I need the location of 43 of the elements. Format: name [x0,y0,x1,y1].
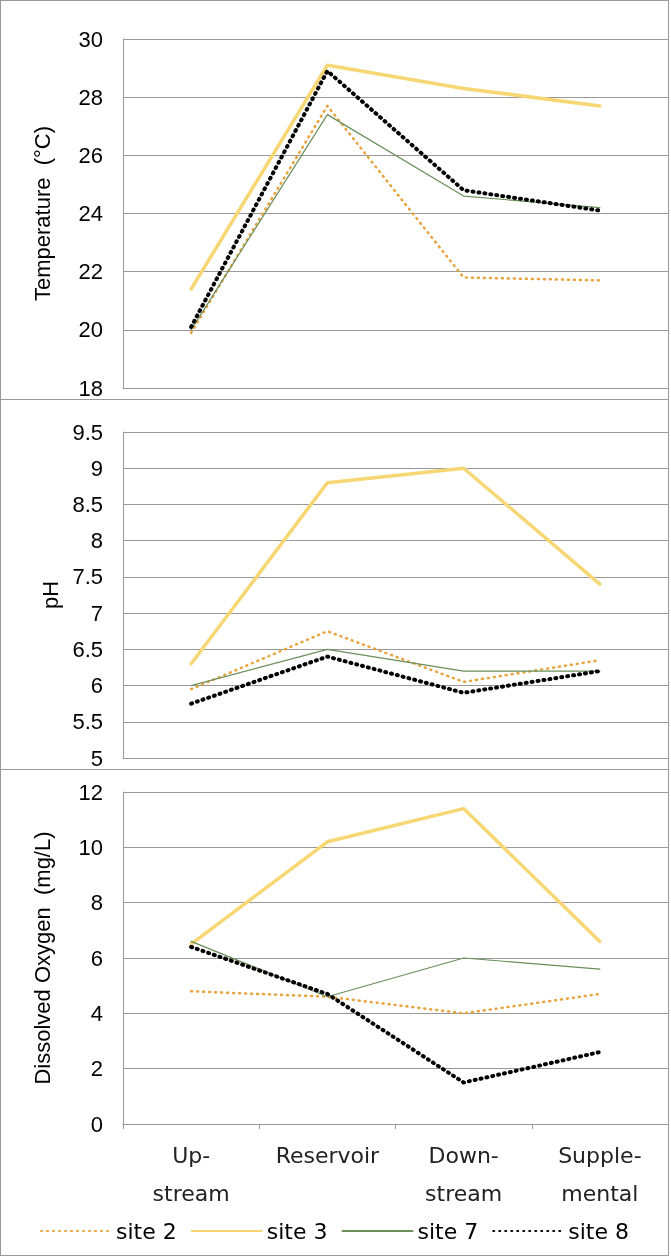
y-tick-label: 26 [78,142,103,168]
y-tick-label: 12 [78,779,103,805]
x-tick-label: Supple- mental [558,1142,642,1206]
y-tick-label: 22 [78,259,103,285]
y-tick-label: 8.5 [72,491,103,517]
y-tick-label: 5 [90,745,103,771]
y-tick-label: 7 [90,600,103,626]
y-tick-label: 28 [78,84,103,110]
y-tick-label: 7.5 [72,564,103,590]
y-tick-label: 9.5 [72,419,103,445]
line-series [189,654,602,706]
y-tick-label: 8 [90,890,103,916]
x-tick-label: Down- stream [425,1142,503,1206]
y-axis-title: Dissolved Oxygen (mg/L) [29,831,55,1085]
y-tick-label: 24 [78,201,103,226]
line-series [189,806,602,946]
line-series [189,944,602,1085]
legend-label: site 7 [417,1218,479,1244]
y-axis-title: pH [38,580,64,610]
x-tick-label: Up- stream [152,1142,230,1206]
y-tick-label: 10 [78,834,103,860]
y-tick-label: 5.5 [72,709,103,735]
y-tick-label: 6.5 [72,636,103,662]
legend-label: site 3 [266,1218,328,1244]
line-series [189,989,602,1015]
y-tick-label: 18 [78,375,103,401]
y-tick-label: 2 [90,1056,103,1082]
x-tick-label: Reservoir [275,1142,381,1168]
y-tick-label: 6 [90,945,103,971]
y-tick-label: 6 [90,673,103,699]
legend-label: site 8 [568,1218,629,1244]
y-tick-label: 8 [90,528,103,554]
y-tick-label: 9 [90,455,103,481]
line-series [189,63,602,291]
y-tick-label: 4 [90,1000,103,1026]
legend-label: site 2 [116,1218,177,1244]
line-series [189,68,602,329]
y-tick-label: 0 [90,1111,103,1137]
line-series [190,940,601,998]
y-axis-title: Temperature (°C) [29,125,55,302]
y-tick-label: 30 [78,26,103,52]
line-series [189,466,602,666]
y-tick-label: 20 [78,317,103,343]
